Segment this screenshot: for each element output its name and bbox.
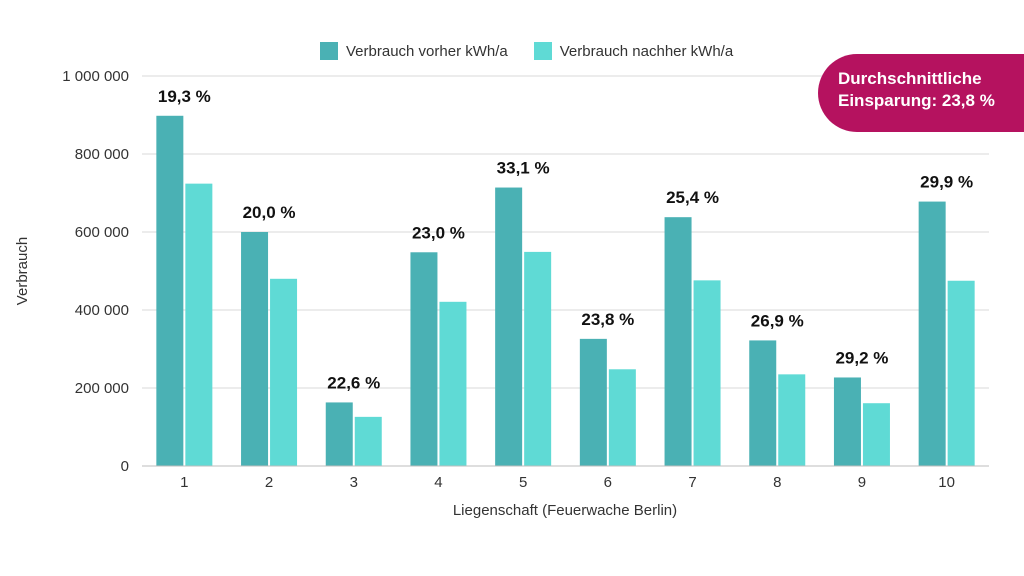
savings-label: 19,3 % bbox=[158, 87, 211, 106]
x-tick-label: 9 bbox=[858, 474, 866, 491]
savings-label: 26,9 % bbox=[751, 311, 804, 330]
bar-before bbox=[241, 232, 269, 466]
bar-after bbox=[524, 251, 552, 466]
bar-before bbox=[410, 252, 438, 466]
savings-label: 25,4 % bbox=[666, 188, 719, 207]
savings-label: 20,0 % bbox=[243, 203, 296, 222]
badge-line-1: Durchschnittliche bbox=[838, 69, 982, 88]
x-tick-label: 1 bbox=[180, 474, 188, 491]
bar-after bbox=[693, 280, 721, 466]
bar-before bbox=[579, 338, 607, 466]
x-tick-labels: 1 2 3 4 5 6 7 8 9 10 bbox=[180, 474, 955, 491]
bar-after bbox=[947, 280, 975, 466]
savings-label: 23,0 % bbox=[412, 223, 465, 242]
x-tick-label: 5 bbox=[519, 474, 527, 491]
y-tick-label: 400 000 bbox=[75, 302, 129, 319]
bar-before bbox=[156, 115, 184, 466]
y-tick-label: 0 bbox=[121, 458, 129, 475]
bar-before bbox=[325, 402, 353, 466]
x-tick-label: 10 bbox=[938, 474, 955, 491]
bar-after bbox=[778, 374, 806, 466]
x-tick-label: 2 bbox=[265, 474, 273, 491]
bar-after bbox=[270, 278, 298, 466]
bar-after bbox=[862, 403, 890, 466]
savings-label: 23,8 % bbox=[581, 310, 634, 329]
y-tick-label: 1 000 000 bbox=[62, 68, 129, 85]
bar-after bbox=[354, 416, 382, 466]
savings-label: 22,6 % bbox=[327, 373, 380, 392]
savings-label: 33,1 % bbox=[497, 159, 550, 178]
savings-label: 29,2 % bbox=[835, 348, 888, 367]
x-tick-label: 3 bbox=[350, 474, 358, 491]
bar-before bbox=[495, 187, 523, 467]
bar-after bbox=[439, 301, 467, 466]
y-tick-label: 200 000 bbox=[75, 380, 129, 397]
legend-label-after: Verbrauch nachher kWh/a bbox=[559, 42, 734, 60]
badge-line-2: Einsparung: 23,8 % bbox=[838, 91, 995, 110]
legend-label-before: Verbrauch vorher kWh/a bbox=[346, 42, 508, 60]
bar-before bbox=[749, 340, 777, 466]
bar-after bbox=[608, 369, 636, 466]
y-tick-label: 600 000 bbox=[75, 224, 129, 241]
chart-legend: Verbrauch vorher kWh/a Verbrauch nachher… bbox=[320, 42, 759, 60]
legend-swatch-after bbox=[533, 42, 552, 60]
x-tick-label: 4 bbox=[434, 474, 442, 491]
x-tick-label: 8 bbox=[773, 474, 781, 491]
y-tick-label: 800 000 bbox=[75, 146, 129, 163]
y-tick-labels: 0 200 000 400 000 600 000 800 000 1 000 000 bbox=[62, 68, 129, 475]
bar-after bbox=[185, 183, 213, 466]
bar-before bbox=[664, 217, 692, 466]
legend-swatch-before bbox=[320, 42, 338, 60]
x-tick-label: 7 bbox=[688, 474, 696, 491]
bar-before bbox=[833, 377, 861, 466]
average-savings-badge: Durchschnittliche Einsparung: 23,8 % bbox=[818, 54, 1024, 132]
legend-item-before: Verbrauch vorher kWh/a bbox=[320, 42, 508, 60]
x-tick-label: 6 bbox=[604, 474, 612, 491]
y-axis-title: Verbrauch bbox=[14, 237, 31, 305]
bar-annotations: 19,3 % 20,0 % 22,6 % 23,0 % 33,1 % 23,8 % 25,4… bbox=[158, 87, 973, 393]
bar-before bbox=[918, 201, 946, 466]
legend-item-after: Verbrauch nachher kWh/a bbox=[533, 42, 734, 60]
bars bbox=[156, 115, 975, 467]
x-axis-title: Liegenschaft (Feuerwache Berlin) bbox=[453, 502, 677, 519]
savings-label: 29,9 % bbox=[920, 173, 973, 192]
